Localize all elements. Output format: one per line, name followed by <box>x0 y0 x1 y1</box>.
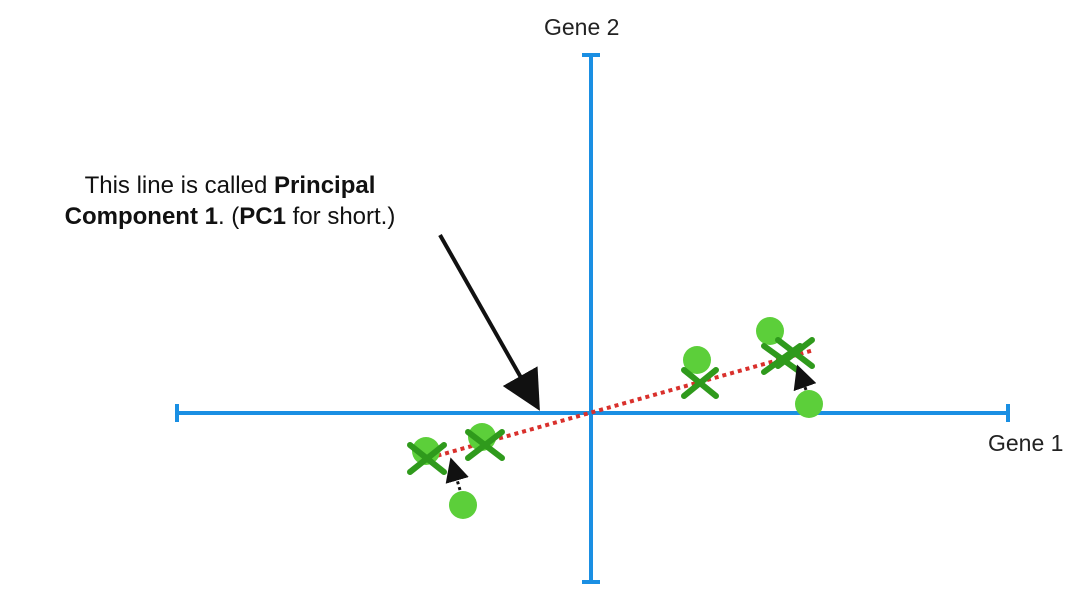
x-mark-icon <box>681 367 719 399</box>
projected-points <box>407 337 815 475</box>
callout-part2: Principal <box>274 172 376 199</box>
callout-part1: This line is called <box>84 172 275 199</box>
callout-text: This line is called Principal Component 1… <box>20 170 440 232</box>
callout-part6: for short.) <box>285 203 396 230</box>
data-point <box>683 346 711 374</box>
callout-part3: Component 1 <box>64 203 218 230</box>
callout-arrow <box>438 234 540 411</box>
callout-part4: . ( <box>217 203 240 230</box>
x-axis-label: Gene 1 <box>988 430 1064 456</box>
axes <box>175 53 1010 584</box>
callout-part5: PC1 <box>239 203 286 230</box>
projection-arrow-right <box>793 364 817 392</box>
x-mark-icon <box>775 337 815 369</box>
data-point <box>412 437 440 465</box>
x-mark-icon <box>465 429 505 461</box>
x-mark-icon <box>407 442 447 475</box>
data-point <box>795 390 823 418</box>
projection-arrow-left <box>445 457 469 491</box>
y-axis-label: Gene 2 <box>544 14 620 40</box>
data-point <box>449 491 477 519</box>
